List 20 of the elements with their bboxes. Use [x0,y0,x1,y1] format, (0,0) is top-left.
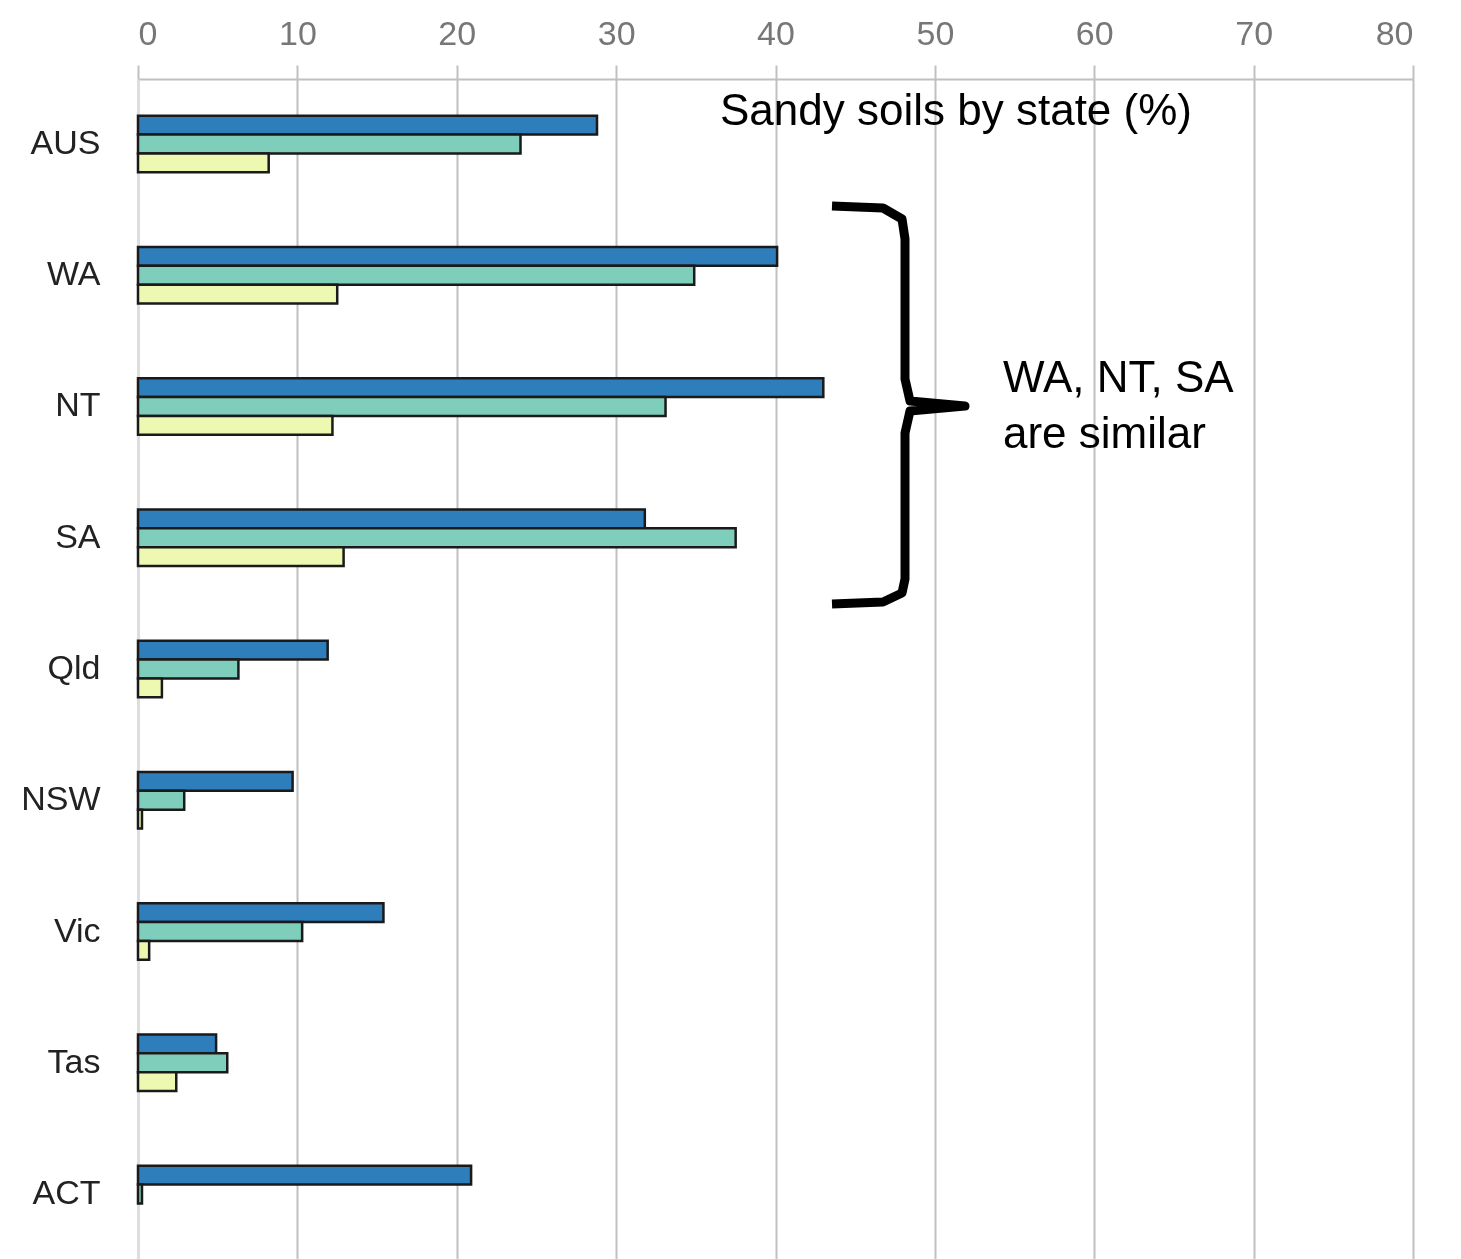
y-tick-label: Qld [47,648,101,686]
annotation: WA, NT, SA are similar [1003,352,1235,457]
y-tick-label: AUS [30,122,101,161]
y-tick-label: Vic [53,910,101,949]
y-tick-label: SA [55,516,101,555]
x-tick-label: 30 [597,13,636,52]
y-tick-label: NT [55,385,101,424]
chart-title: Sandy soils by state (%) [720,85,1192,134]
y-tick-label: Tas [47,1041,101,1080]
y-tick-label: ACT [32,1173,101,1212]
x-tick-label: 60 [1075,13,1114,52]
x-tick-label: 70 [1235,13,1274,52]
x-tick-label: 80 [1375,13,1414,52]
x-tick-label: 40 [757,13,795,52]
x-tick-label: 20 [438,13,477,52]
x-tick-label: 50 [916,13,955,52]
x-tick-label: 10 [278,13,317,52]
y-tick-label: WA [46,254,101,293]
y-tick-label: NSW [21,779,101,818]
x-tick-label: 0 [138,13,158,52]
